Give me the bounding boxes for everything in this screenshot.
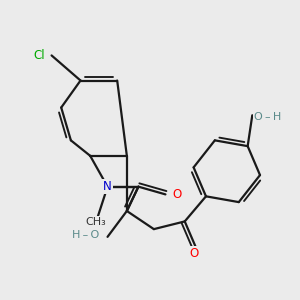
Text: O – H: O – H [254, 112, 281, 122]
Text: CH₃: CH₃ [85, 217, 106, 227]
Text: N: N [103, 180, 112, 193]
Text: O: O [190, 247, 199, 260]
Text: O: O [172, 188, 182, 201]
Text: H – O: H – O [72, 230, 99, 240]
Text: Cl: Cl [33, 49, 45, 62]
